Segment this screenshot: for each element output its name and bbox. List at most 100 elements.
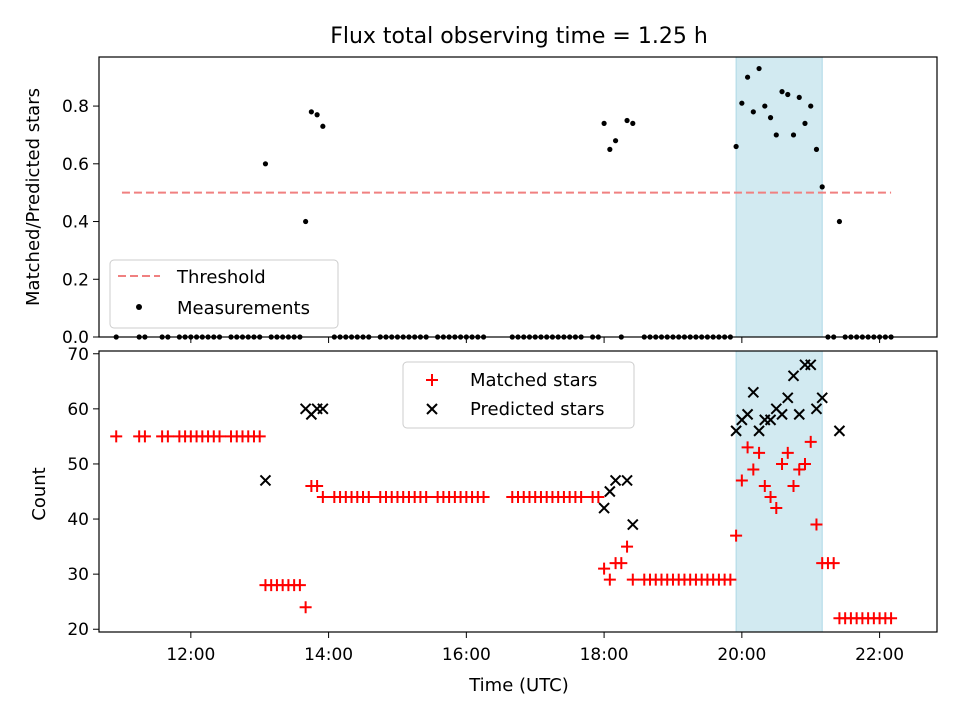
measurement-point	[796, 94, 802, 101]
predicted-star-point	[833, 425, 846, 437]
measurement-point	[612, 138, 619, 144]
top-plot-frame	[98, 56, 938, 338]
matched-star-point	[138, 430, 151, 443]
matched-star-point	[793, 463, 806, 476]
matched-star-point	[758, 479, 771, 492]
matched-star-point	[753, 446, 766, 459]
top-legend: Threshold Measurements	[109, 259, 339, 329]
measurement-point	[624, 117, 630, 124]
predicted-star-point	[816, 392, 828, 404]
measurements-legend-label: Measurements	[177, 298, 310, 319]
predicted-star-point	[805, 359, 817, 371]
y-tick-label: 0.4	[62, 213, 89, 233]
top-yticks: 0.0 0.2 0.4 0.6 0.8	[62, 97, 99, 348]
matched-star-point	[741, 441, 754, 454]
x-tick-label: 14:00	[304, 645, 353, 665]
matched-star-point	[362, 491, 375, 504]
matched-star-point	[747, 463, 760, 476]
y-tick-label: 0.6	[62, 155, 89, 175]
y-tick-label: 50	[67, 455, 89, 475]
measurement-point	[262, 161, 269, 167]
measurement-point	[785, 91, 791, 98]
top-legend-box	[109, 259, 339, 329]
measurement-point	[320, 123, 326, 129]
matched-star-point	[730, 529, 743, 542]
top-panel: 0.00.20.40.60.8 Matched/Predicted stars …	[23, 56, 938, 348]
predicted-star-point	[764, 414, 777, 426]
top-highlight-layer	[735, 56, 823, 338]
measurement-point	[744, 74, 751, 80]
measurement-point	[767, 115, 774, 121]
measurement-point	[813, 146, 820, 152]
bottom-highlight-layer	[735, 350, 823, 633]
measurement-point	[607, 146, 613, 152]
matched-star-point	[798, 457, 811, 470]
predicted-legend-swatch	[426, 403, 438, 415]
measurement-point	[739, 100, 745, 106]
matched-star-point	[724, 573, 737, 586]
matched-star-point	[804, 435, 817, 448]
measurement-point	[733, 143, 739, 150]
measurement-point	[303, 218, 309, 225]
matched-star-point	[575, 491, 588, 504]
predicted-star-point	[317, 403, 329, 415]
x-tick-label: 16:00	[442, 645, 491, 665]
x-tick-label: 22:00	[855, 645, 904, 665]
matched-star-point	[764, 491, 777, 504]
matched-legend-label: Matched stars	[470, 370, 597, 391]
matched-star-point	[626, 573, 639, 586]
measurement-point	[750, 109, 756, 115]
predicted-star-point	[747, 386, 760, 399]
measurement-point	[314, 112, 320, 118]
x-axis-label: Time (UTC)	[468, 675, 569, 696]
matched-star-point	[770, 502, 783, 515]
measurement-point	[308, 109, 314, 115]
matched-star-point	[110, 430, 123, 443]
predicted-star-point	[810, 403, 823, 415]
measurement-point	[630, 120, 636, 126]
bottom-legend: Matched stars Predicted stars	[402, 361, 635, 429]
threshold-legend-label: Threshold	[176, 267, 266, 288]
predicted-star-point	[730, 425, 742, 437]
matched-star-point	[420, 491, 433, 504]
x-tick-label: 20:00	[717, 645, 766, 665]
measurement-point	[802, 120, 808, 126]
bottom-y-axis-label: Count	[29, 467, 50, 520]
measurement-point	[790, 132, 797, 138]
measurement-point	[762, 103, 768, 109]
measurements-legend-swatch	[136, 304, 142, 310]
matched-star-point	[299, 601, 312, 614]
predicted-star-point	[609, 474, 622, 487]
measurement-point	[836, 218, 843, 225]
matched-star-point	[787, 479, 800, 492]
predicted-star-point	[598, 502, 610, 514]
predicted-star-point	[787, 370, 800, 382]
predicted-star-point	[793, 408, 805, 421]
predicted-star-point	[259, 474, 272, 487]
y-tick-label: 40	[67, 510, 89, 530]
predicted-star-point	[782, 392, 794, 404]
matched-legend-swatch	[426, 374, 438, 386]
top-xticks	[190, 337, 881, 343]
bottom-legend-box	[402, 361, 635, 429]
matched-star-point	[885, 612, 898, 625]
y-tick-label: 70	[67, 345, 89, 365]
top-y-axis-label: Matched/Predicted stars	[23, 88, 44, 306]
measurement-point	[779, 89, 785, 95]
y-tick-label: 0.8	[62, 97, 89, 117]
y-tick-label: 20	[67, 620, 89, 640]
predicted-star-point	[753, 425, 765, 437]
predicted-star-point	[627, 518, 639, 531]
x-tick-label: 12:00	[166, 645, 215, 665]
matched-star-point	[598, 562, 611, 575]
y-tick-label: 60	[67, 400, 89, 420]
bottom-points-layer	[110, 359, 898, 625]
matched-star-point	[253, 430, 266, 443]
matched-star-point	[316, 491, 329, 504]
measurement-point	[808, 103, 814, 109]
matched-star-point	[776, 457, 789, 470]
y-tick-label: 0.0	[62, 328, 89, 348]
matched-star-point	[213, 430, 226, 443]
x-tick-label: 18:00	[580, 645, 629, 665]
